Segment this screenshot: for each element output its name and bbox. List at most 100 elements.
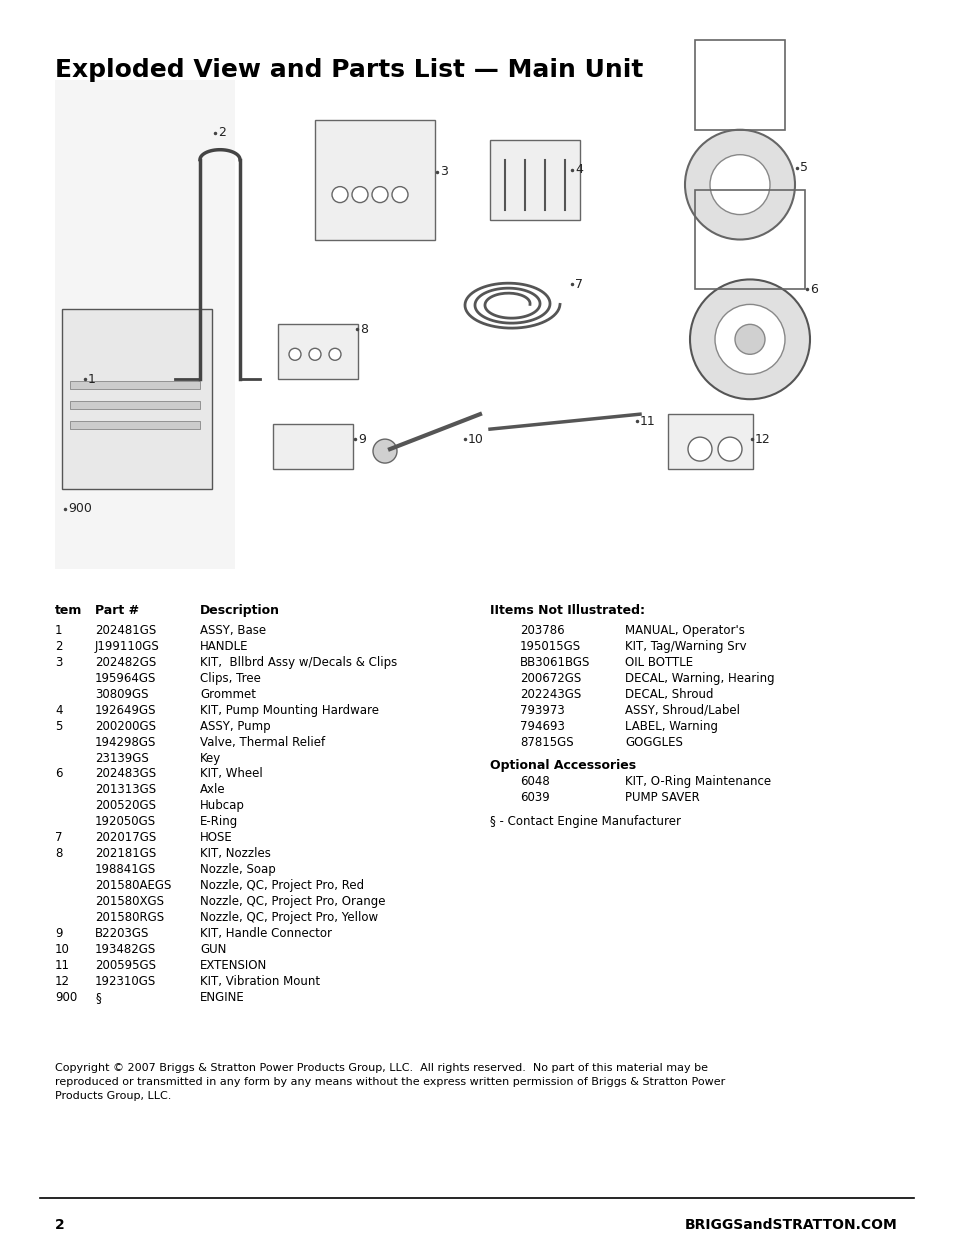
Text: 192649GS: 192649GS xyxy=(95,704,156,716)
Circle shape xyxy=(332,186,348,203)
Bar xyxy=(490,140,579,220)
Text: 12: 12 xyxy=(754,432,770,446)
Text: 195015GS: 195015GS xyxy=(519,640,580,653)
Bar xyxy=(277,325,357,379)
Text: 201580RGS: 201580RGS xyxy=(95,911,164,924)
Circle shape xyxy=(309,348,320,361)
Text: 9: 9 xyxy=(357,432,366,446)
Text: Valve, Thermal Relief: Valve, Thermal Relief xyxy=(200,736,325,748)
Text: 194298GS: 194298GS xyxy=(95,736,156,748)
Text: 6: 6 xyxy=(809,283,817,296)
Text: KIT, Nozzles: KIT, Nozzles xyxy=(200,847,271,861)
Text: 23139GS: 23139GS xyxy=(95,752,149,764)
Text: 5: 5 xyxy=(800,161,807,174)
Text: 201580XGS: 201580XGS xyxy=(95,895,164,908)
Bar xyxy=(695,190,804,289)
Bar xyxy=(667,414,752,469)
Text: 1: 1 xyxy=(55,624,63,637)
Text: 8: 8 xyxy=(359,322,368,336)
Text: ASSY, Base: ASSY, Base xyxy=(200,624,266,637)
Circle shape xyxy=(687,437,711,461)
Bar xyxy=(70,421,200,429)
Text: 11: 11 xyxy=(55,960,70,972)
Circle shape xyxy=(289,348,301,361)
Text: 6: 6 xyxy=(55,767,63,781)
Text: 201313GS: 201313GS xyxy=(95,783,156,797)
Text: 900: 900 xyxy=(55,990,77,1004)
Text: Clips, Tree: Clips, Tree xyxy=(200,672,260,684)
Text: KIT, Handle Connector: KIT, Handle Connector xyxy=(200,927,332,940)
Text: §: § xyxy=(95,990,101,1004)
Text: 9: 9 xyxy=(55,927,63,940)
Text: 4: 4 xyxy=(575,163,582,177)
Text: E-Ring: E-Ring xyxy=(200,815,238,829)
Circle shape xyxy=(329,348,340,361)
Bar xyxy=(55,80,234,569)
Text: KIT, Vibration Mount: KIT, Vibration Mount xyxy=(200,976,320,988)
Text: 2: 2 xyxy=(218,126,226,140)
Text: EXTENSION: EXTENSION xyxy=(200,960,267,972)
Text: HOSE: HOSE xyxy=(200,831,233,845)
Bar xyxy=(62,310,212,489)
Text: Exploded View and Parts List — Main Unit: Exploded View and Parts List — Main Unit xyxy=(55,58,642,82)
Text: 7: 7 xyxy=(55,831,63,845)
Circle shape xyxy=(714,304,784,374)
Text: 1: 1 xyxy=(88,373,95,385)
Text: Part #: Part # xyxy=(95,604,139,616)
Text: 202483GS: 202483GS xyxy=(95,767,156,781)
Text: BB3061BGS: BB3061BGS xyxy=(519,656,590,668)
Circle shape xyxy=(372,186,388,203)
Text: 12: 12 xyxy=(55,976,70,988)
Text: Hubcap: Hubcap xyxy=(200,799,245,813)
Bar xyxy=(70,401,200,409)
Text: 202181GS: 202181GS xyxy=(95,847,156,861)
Text: Nozzle, Soap: Nozzle, Soap xyxy=(200,863,275,877)
Text: Nozzle, QC, Project Pro, Yellow: Nozzle, QC, Project Pro, Yellow xyxy=(200,911,377,924)
Circle shape xyxy=(689,279,809,399)
Text: IItems Not Illustrated:: IItems Not Illustrated: xyxy=(490,604,644,616)
Text: ASSY, Shroud/Label: ASSY, Shroud/Label xyxy=(624,704,740,716)
Text: GOGGLES: GOGGLES xyxy=(624,736,682,748)
Text: OIL BOTTLE: OIL BOTTLE xyxy=(624,656,693,668)
Text: ASSY, Pump: ASSY, Pump xyxy=(200,720,271,732)
Text: 200200GS: 200200GS xyxy=(95,720,156,732)
Text: 87815GS: 87815GS xyxy=(519,736,573,748)
Text: 200672GS: 200672GS xyxy=(519,672,580,684)
Text: § - Contact Engine Manufacturer: § - Contact Engine Manufacturer xyxy=(490,815,680,829)
Text: tem: tem xyxy=(55,604,82,616)
Text: Description: Description xyxy=(200,604,280,616)
Bar xyxy=(273,424,353,469)
Text: Axle: Axle xyxy=(200,783,226,797)
Text: Grommet: Grommet xyxy=(200,688,255,700)
Text: 198841GS: 198841GS xyxy=(95,863,156,877)
Text: DECAL, Warning, Hearing: DECAL, Warning, Hearing xyxy=(624,672,774,684)
Text: 7: 7 xyxy=(575,278,582,291)
Text: 2: 2 xyxy=(55,640,63,653)
Text: 3: 3 xyxy=(439,165,447,178)
Circle shape xyxy=(709,154,769,215)
Text: B2203GS: B2203GS xyxy=(95,927,150,940)
Text: KIT, Tag/Warning Srv: KIT, Tag/Warning Srv xyxy=(624,640,746,653)
Text: BRIGGSandSTRATTON.COM: BRIGGSandSTRATTON.COM xyxy=(684,1218,897,1231)
Text: Nozzle, QC, Project Pro, Red: Nozzle, QC, Project Pro, Red xyxy=(200,879,364,892)
Bar xyxy=(695,40,784,130)
Text: ENGINE: ENGINE xyxy=(200,990,245,1004)
Circle shape xyxy=(373,440,396,463)
Text: 10: 10 xyxy=(468,432,483,446)
Text: KIT, O-Ring Maintenance: KIT, O-Ring Maintenance xyxy=(624,776,770,788)
Text: GUN: GUN xyxy=(200,944,226,956)
Text: PUMP SAVER: PUMP SAVER xyxy=(624,792,699,804)
Bar xyxy=(314,120,435,240)
Text: 193482GS: 193482GS xyxy=(95,944,156,956)
Text: 10: 10 xyxy=(55,944,70,956)
Text: KIT,  Bllbrd Assy w/Decals & Clips: KIT, Bllbrd Assy w/Decals & Clips xyxy=(200,656,396,668)
Text: 192310GS: 192310GS xyxy=(95,976,156,988)
Text: Nozzle, QC, Project Pro, Orange: Nozzle, QC, Project Pro, Orange xyxy=(200,895,385,908)
Text: KIT, Wheel: KIT, Wheel xyxy=(200,767,262,781)
Text: 202482GS: 202482GS xyxy=(95,656,156,668)
Circle shape xyxy=(734,325,764,354)
Bar xyxy=(70,382,200,389)
Text: 202481GS: 202481GS xyxy=(95,624,156,637)
Text: J199110GS: J199110GS xyxy=(95,640,159,653)
Circle shape xyxy=(684,130,794,240)
